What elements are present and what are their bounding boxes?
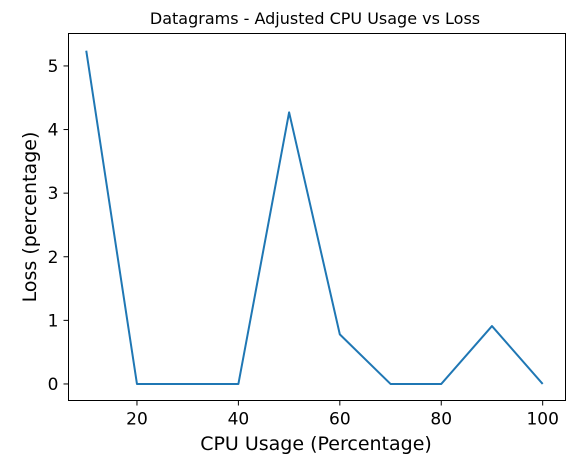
series-line [85, 50, 544, 385]
y-tick-label: 3 [48, 184, 59, 204]
y-axis: 0 1 2 3 4 5 [48, 57, 69, 395]
x-axis-label: CPU Usage (Percentage) [200, 433, 432, 455]
chart-title: Datagrams - Adjusted CPU Usage vs Loss [150, 9, 480, 28]
x-tick-label: 80 [430, 410, 452, 430]
x-tick-label: 60 [329, 410, 351, 430]
x-tick-label: 40 [228, 410, 250, 430]
x-tick-label: 20 [126, 410, 148, 430]
x-axis: 20 40 60 80 100 [126, 400, 559, 430]
x-tick-label: 100 [526, 410, 558, 430]
y-tick-label: 0 [48, 375, 59, 395]
plot-frame [68, 33, 566, 401]
y-tick-label: 2 [48, 248, 59, 268]
y-tick-label: 1 [48, 311, 59, 331]
y-axis-label: Loss (percentage) [19, 132, 41, 303]
y-tick-label: 5 [48, 57, 59, 77]
y-tick-label: 4 [48, 121, 59, 141]
plot-area [85, 50, 544, 385]
